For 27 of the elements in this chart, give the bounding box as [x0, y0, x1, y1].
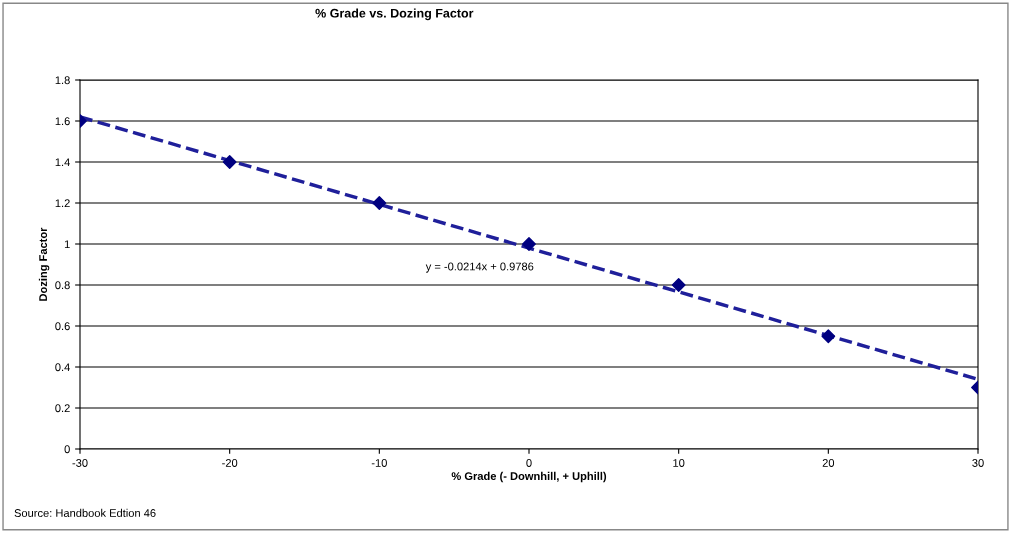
x-tick-label: 30: [972, 459, 984, 467]
x-tick-label: -10: [371, 459, 387, 467]
point: [671, 278, 686, 292]
point: [522, 237, 536, 251]
chart-title: % Grade vs. Dozing Factor: [315, 8, 474, 21]
x-axis-title: % Grade (- Downhill, + Uphill): [451, 471, 607, 483]
y-tick-label: 1.2: [55, 199, 70, 208]
y-axis-title: Dozing Factor: [38, 227, 50, 301]
y-tick-label: 1.6: [55, 117, 70, 126]
y-tick-label: 0.8: [55, 281, 70, 290]
point: [821, 329, 836, 344]
y-tick-label: 0.2: [55, 404, 70, 413]
y-tick-label: 0: [64, 445, 70, 454]
point: [222, 155, 237, 169]
y-tick-label: 1: [64, 240, 70, 249]
y-tick-label: 0.6: [55, 322, 70, 331]
x-tick-label: 0: [526, 459, 532, 467]
x-tick-label: -30: [72, 459, 88, 467]
annotation: y = -0.0214x + 0.9786: [425, 262, 534, 273]
x-tick-label: 20: [822, 459, 835, 467]
y-tick-label: 1.4: [55, 158, 70, 167]
x-tick-label: 10: [673, 459, 685, 467]
x-tick-label: -20: [222, 459, 238, 467]
y-tick-label: 1.8: [55, 76, 70, 85]
source-note: Source: Handbook Edtion 46: [14, 508, 156, 517]
y-tick-label: 0.4: [55, 363, 70, 372]
point: [372, 196, 387, 210]
